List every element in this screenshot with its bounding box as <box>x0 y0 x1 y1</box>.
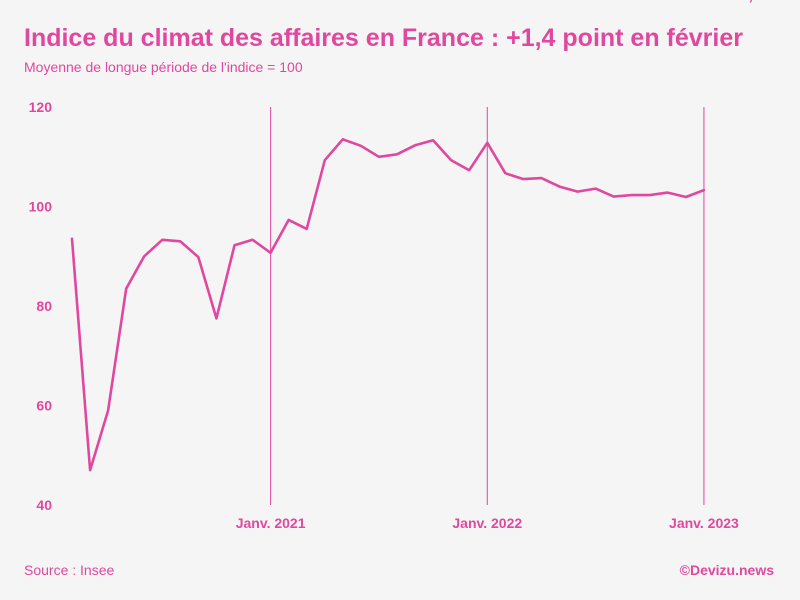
last-value-label: 103,3 <box>720 0 763 4</box>
y-tick-label: 40 <box>36 497 52 513</box>
x-tick-label: Janv. 2023 <box>669 515 739 531</box>
gridlines <box>270 107 705 505</box>
series-line <box>70 138 706 472</box>
y-axis: 40 60 80 100 120 <box>29 99 53 513</box>
x-tick-label: Janv. 2022 <box>452 515 522 531</box>
x-axis: Janv. 2021 Janv. 2022 Janv. 2023 <box>236 515 739 531</box>
y-tick-label: 120 <box>29 99 53 115</box>
y-tick-label: 60 <box>36 398 52 414</box>
y-tick-label: 100 <box>29 199 53 215</box>
series-layer: 103,3 <box>70 0 763 472</box>
y-tick-label: 80 <box>36 298 52 314</box>
credit-link[interactable]: ©Devizu.news <box>679 562 774 578</box>
x-tick-label: Janv. 2021 <box>236 515 306 531</box>
source-note: Source : Insee <box>24 562 115 578</box>
chart-title: Indice du climat des affaires en France … <box>24 24 743 52</box>
chart-subtitle: Moyenne de longue période de l'indice = … <box>24 59 303 75</box>
